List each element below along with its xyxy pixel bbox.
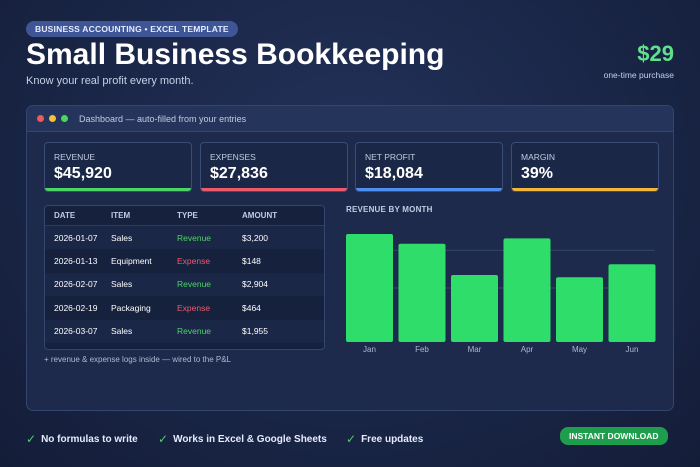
cell-date: 2026-01-07 (54, 232, 98, 243)
price: $29 (637, 41, 674, 66)
cell-date: 2026-03-07 (54, 326, 98, 337)
revenue-bar-chart: Jan Feb Mar Apr May Jun (346, 234, 656, 354)
x-tick-label: May (572, 345, 587, 354)
table-row[interactable]: 2026-01-13 Equipment Expense $148 (45, 249, 324, 272)
kpi-value: 39% (521, 165, 554, 182)
minimize-dot-icon (49, 115, 56, 122)
kpi-card-expenses: EXPENSES $27,836 (200, 142, 348, 192)
category-badge: BUSINESS ACCOUNTING • EXCEL TEMPLATE (26, 21, 238, 37)
bar-jun (608, 264, 656, 342)
kpi-label: NET PROFIT (365, 152, 416, 162)
check-icon: ✓ (158, 432, 169, 446)
x-tick-label: Mar (468, 345, 482, 354)
cell-amount: $2,904 (242, 279, 268, 290)
cell-type: Revenue (177, 326, 212, 337)
footnote: + revenue & expense logs inside — wired … (44, 355, 231, 364)
price-note: one-time purchase (603, 70, 674, 80)
cell-item: Packaging (111, 302, 151, 313)
feature-label: Free updates (361, 433, 424, 445)
kpi-accent-bar (512, 188, 658, 191)
cell-date: 2026-01-13 (54, 256, 98, 267)
cell-type: Revenue (177, 232, 212, 243)
x-tick-label: Feb (415, 345, 429, 354)
kpi-card-revenue: REVENUE $45,920 (44, 142, 192, 192)
kpi-value: $18,084 (365, 165, 423, 182)
bar-mar (451, 275, 498, 342)
page-title: Small Business Bookkeeping (26, 38, 445, 71)
feature-label: Works in Excel & Google Sheets (173, 433, 327, 445)
kpi-accent-bar (201, 188, 347, 191)
close-dot-icon (37, 115, 44, 122)
column-header-item: ITEM (111, 211, 131, 220)
kpi-label: REVENUE (54, 152, 96, 162)
bar-may (556, 277, 603, 342)
transactions-table: DATE ITEM TYPE AMOUNT 2026-01-07 Sales R… (44, 205, 325, 350)
table-row[interactable]: 2026-01-07 Sales Revenue $3,200 (45, 226, 324, 250)
table-row[interactable]: 2026-02-19 Packaging Expense $464 (45, 296, 324, 319)
kpi-label: EXPENSES (210, 152, 256, 162)
table-row[interactable]: 2026-02-07 Sales Revenue $2,904 (45, 272, 324, 297)
column-header-date: DATE (54, 211, 76, 220)
cell-type: Revenue (177, 279, 212, 290)
dashboard-window: Dashboard — auto-filled from your entrie… (26, 105, 674, 411)
check-icon: ✓ (346, 432, 357, 446)
kpi-label: MARGIN (521, 152, 555, 162)
feature-label: No formulas to write (41, 433, 138, 445)
cell-amount: $3,200 (242, 232, 268, 243)
window-title: Dashboard — auto-filled from your entrie… (79, 113, 247, 124)
bar-apr (503, 238, 551, 342)
feature-no-formulas: ✓ No formulas to write (26, 432, 138, 446)
kpi-card-net-profit: NET PROFIT $18,084 (355, 142, 503, 192)
kpi-accent-bar (45, 188, 191, 191)
kpi-accent-bar (356, 188, 502, 191)
cell-type: Expense (177, 302, 211, 313)
kpi-value: $45,920 (54, 165, 112, 182)
chart-title: REVENUE BY MONTH (346, 205, 433, 214)
cell-date: 2026-02-19 (54, 302, 98, 313)
cell-amount: $1,955 (242, 326, 268, 337)
x-tick-label: Apr (521, 345, 534, 354)
bar-feb (398, 243, 446, 342)
page-subtitle: Know your real profit every month. (26, 75, 194, 87)
x-tick-label: Jun (626, 345, 639, 354)
column-header-amount: AMOUNT (242, 211, 278, 220)
feature-free-updates: ✓ Free updates (346, 432, 423, 446)
maximize-dot-icon (61, 115, 68, 122)
check-icon: ✓ (26, 432, 37, 446)
kpi-card-margin: MARGIN 39% (511, 142, 659, 192)
column-header-type: TYPE (177, 211, 198, 220)
cell-type: Expense (177, 256, 211, 267)
kpi-value: $27,836 (210, 165, 268, 182)
instant-download-button[interactable]: INSTANT DOWNLOAD (560, 427, 668, 445)
window-title-bar: Dashboard — auto-filled from your entrie… (27, 106, 673, 132)
cell-amount: $148 (242, 256, 261, 267)
cell-amount: $464 (242, 302, 261, 313)
x-tick-label: Jan (363, 345, 376, 354)
cell-item: Sales (111, 326, 133, 337)
bar-jan (346, 234, 393, 342)
table-row[interactable]: 2026-03-07 Sales Revenue $1,955 (45, 319, 324, 343)
cell-item: Equipment (111, 256, 152, 267)
cell-item: Sales (111, 232, 133, 243)
feature-excel-google-sheets: ✓ Works in Excel & Google Sheets (158, 432, 327, 446)
table-header-row: DATE ITEM TYPE AMOUNT (45, 206, 324, 226)
cell-date: 2026-02-07 (54, 279, 98, 290)
cell-item: Sales (111, 279, 133, 290)
